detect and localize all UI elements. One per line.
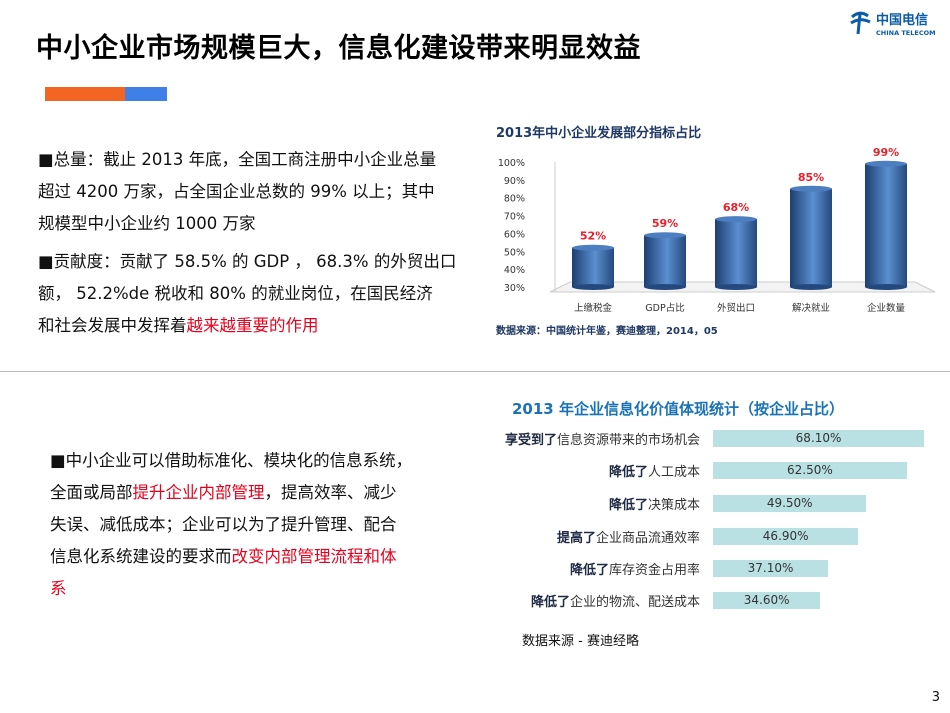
text: 和社会发展中发挥着 xyxy=(38,316,187,335)
chart1-bar xyxy=(865,163,907,287)
chart1-bar-chart: 100% 90% 80% 70% 60% 50% 40% 30% 52% 上缴税金 59% GDP占比… xyxy=(498,146,936,314)
chart1-bar-base xyxy=(644,284,686,290)
chart1-bar xyxy=(715,219,757,287)
svg-text:中国电信: 中国电信 xyxy=(876,12,928,28)
chart1-y-tick: 40% xyxy=(504,265,525,276)
label-bold: 降低了 xyxy=(569,563,609,578)
text-line: ■总量：截止 2013 年底，全国工商注册中小企业总量 xyxy=(38,150,437,169)
text-line: 和社会发展中发挥着越来越重要的作用 xyxy=(38,310,488,342)
text-line: 信息化系统建设的要求而改变内部管理流程和体 xyxy=(50,541,470,573)
text: 全面或局部 xyxy=(50,483,133,502)
chart1-y-tick: 70% xyxy=(504,212,525,223)
label-rest: 企业的物流、配送成本 xyxy=(569,595,700,610)
label-rest: 人工成本 xyxy=(647,465,700,480)
svg-text:CHINA TELECOM: CHINA TELECOM xyxy=(876,29,936,37)
chart1-bar-top xyxy=(572,244,614,251)
label-rest: 信息资源带来的市场机会 xyxy=(556,433,700,448)
text-line: 超过 4200 万家，占全国企业总数的 99% 以上；其中 xyxy=(38,182,435,201)
accent-bar-orange xyxy=(45,87,125,101)
chart2-data-label: 37.10% xyxy=(747,561,794,575)
chart1-x-tick: 解决就业 xyxy=(792,302,830,314)
chart2-data-label: 34.60% xyxy=(743,593,790,607)
chart1-title: 2013年中小企业发展部分指标占比 xyxy=(496,126,702,141)
chart2-category-label: 降低了人工成本 xyxy=(480,461,700,480)
chart2-title: 2013 年企业信息化价值体现统计（按企业占比） xyxy=(512,400,844,418)
chart1-y-tick: 60% xyxy=(504,229,525,240)
text-line: ■贡献度：贡献了 58.5% 的 GDP ， 68.3% 的外贸出口 xyxy=(38,252,457,271)
text-line: 全面或局部提升企业内部管理，提高效率、减少 xyxy=(50,477,470,509)
text-line: 失误、减低成本；企业可以为了提升管理、配合 xyxy=(50,515,397,534)
chart1-bar-base xyxy=(790,284,832,290)
chart1-bar-base xyxy=(715,284,757,290)
chart1-bar-top xyxy=(865,160,907,167)
chart1-y-tick: 100% xyxy=(498,158,525,169)
text-line: 规模型中小企业约 1000 万家 xyxy=(38,214,256,233)
chart1-y-tick: 30% xyxy=(504,283,525,294)
chart1-data-label: 68% xyxy=(723,201,749,214)
chart2-bar xyxy=(713,528,859,545)
text-line: 额， 52.2%de 税收和 80% 的就业岗位，在国民经济 xyxy=(38,284,433,303)
highlight-text: 提升企业内部管理 xyxy=(132,483,265,502)
chart2-source: 数据来源 - 赛迪经略 xyxy=(522,634,639,649)
chart2-data-label: 68.10% xyxy=(795,431,842,445)
chart2-data-label: 46.90% xyxy=(762,529,809,543)
label-bold: 降低了 xyxy=(608,465,648,480)
chart1-bar xyxy=(644,235,686,287)
label-rest: 库存资金占用率 xyxy=(608,563,700,578)
text: 信息化系统建设的要求而 xyxy=(50,547,232,566)
chart2-category-label: 享受到了信息资源带来的市场机会 xyxy=(480,429,700,448)
chart1-x-tick: GDP占比 xyxy=(645,302,684,314)
chart2-category-label: 降低了库存资金占用率 xyxy=(480,559,700,578)
chart2-bar xyxy=(713,462,907,479)
china-telecom-logo: 中国电信 CHINA TELECOM xyxy=(850,11,936,37)
chart2-bar xyxy=(713,430,925,447)
chart1-bar-top xyxy=(790,185,832,192)
chart1-bar-base xyxy=(865,284,907,290)
label-bold: 享受到了 xyxy=(504,433,557,448)
chart1-bar xyxy=(790,188,832,287)
chart1-bar-base xyxy=(572,284,614,290)
text-line: ■中小企业可以借助标准化、模块化的信息系统， xyxy=(50,451,413,470)
chart1-y-tick: 90% xyxy=(504,176,525,187)
chart1-data-label: 59% xyxy=(652,217,678,230)
page-number: 3 xyxy=(931,690,940,705)
label-rest: 企业商品流通效率 xyxy=(595,531,700,546)
chart1-data-label: 85% xyxy=(798,171,824,184)
chart2-bar xyxy=(713,592,821,609)
chart2-category-label: 提高了企业商品流通效率 xyxy=(480,527,700,546)
chart1-source: 数据来源：中国统计年鉴，赛迪整理，2014，05 xyxy=(496,326,718,337)
slide-title: 中小企业市场规模巨大，信息化建设带来明显效益 xyxy=(36,33,641,64)
label-bold: 降低了 xyxy=(530,595,570,610)
divider xyxy=(0,371,950,372)
chart1-bar-top xyxy=(644,232,686,239)
highlight-text: 越来越重要的作用 xyxy=(186,316,319,335)
chart2-category-label: 降低了企业的物流、配送成本 xyxy=(480,591,700,610)
chart2-bar xyxy=(713,495,867,512)
chart1-x-tick: 企业数量 xyxy=(867,302,906,314)
chart1-y-tick: 80% xyxy=(504,194,525,205)
chart1-data-label: 99% xyxy=(873,146,899,159)
highlight-text: 改变内部管理流程和体 xyxy=(231,547,397,566)
chart2-data-label: 62.50% xyxy=(786,463,833,477)
text-block-informatization: ■中小企业可以借助标准化、模块化的信息系统， 全面或局部提升企业内部管理，提高效… xyxy=(50,445,470,605)
text: ，提高效率、减少 xyxy=(264,483,397,502)
chart1-x-tick: 上缴税金 xyxy=(574,302,613,314)
accent-bar-blue xyxy=(125,87,167,101)
chart2-category-label: 降低了决策成本 xyxy=(480,494,700,513)
chart1-data-label: 52% xyxy=(580,230,606,243)
text-block-market-size: ■总量：截止 2013 年底，全国工商注册中小企业总量 超过 4200 万家，占… xyxy=(38,144,488,342)
label-bold: 降低了 xyxy=(608,498,648,513)
label-rest: 决策成本 xyxy=(647,498,700,513)
chart1-bar xyxy=(572,247,614,287)
chart2-bar xyxy=(713,560,828,577)
highlight-text: 系 xyxy=(50,579,67,598)
chart2-data-label: 49.50% xyxy=(766,496,813,510)
chart1-bar-top xyxy=(715,216,757,223)
chart1-y-tick: 50% xyxy=(504,247,525,258)
label-bold: 提高了 xyxy=(556,531,596,546)
chart1-x-tick: 外贸出口 xyxy=(717,302,755,314)
